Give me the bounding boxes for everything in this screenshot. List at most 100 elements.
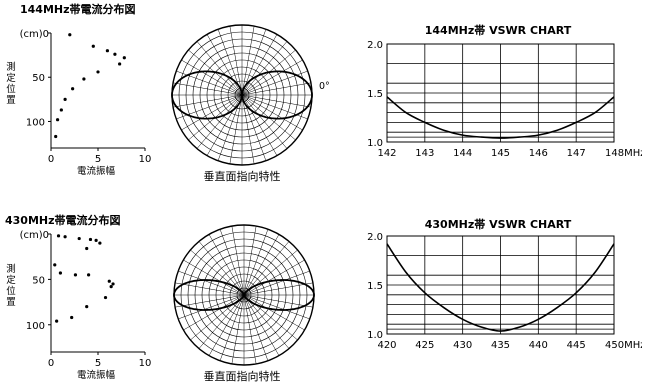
grid-spoke	[241, 26, 255, 96]
grid-spoke	[243, 234, 280, 296]
grid-spoke	[231, 294, 245, 364]
data-point	[105, 49, 109, 53]
x-tick-label: 450MHz	[605, 340, 642, 351]
grid-spoke	[229, 94, 243, 164]
data-point	[103, 295, 108, 300]
y-axis-label-char: 置	[6, 297, 16, 308]
data-point	[118, 62, 122, 66]
x-tick-label: 148MHz	[605, 148, 642, 159]
data-point	[122, 56, 126, 60]
data-point	[73, 273, 78, 277]
x-axis-label: 電流振幅	[77, 369, 116, 381]
data-point	[53, 263, 57, 267]
polar-title: 垂直面指向特性	[204, 369, 281, 383]
y-tick-label: 1.0	[367, 138, 383, 149]
vswr-series-line	[386, 96, 615, 139]
zero-degree-label: 0°	[319, 81, 330, 92]
x-tick-label: 10	[139, 154, 152, 165]
grid-spoke	[229, 26, 243, 96]
vswr-430-chart: 430MHz帯 VSWR CHART 1.0 1.5 2.0 420 425 430 435…	[367, 217, 642, 351]
y-axis-label-char: 測	[6, 61, 16, 73]
data-point	[63, 235, 67, 239]
grid-spoke	[241, 94, 311, 108]
grid-spoke	[181, 59, 243, 96]
x-tick-label: 440	[529, 340, 548, 351]
y-tick-label: 1.5	[367, 89, 383, 100]
grid-spoke	[241, 41, 288, 96]
x-tick-label: 5	[95, 358, 101, 369]
y-tick-label: 100	[26, 321, 45, 332]
chart-title: 144MHz帯 VSWR CHART	[425, 23, 572, 37]
y-tick-label: 100	[26, 117, 45, 128]
grid-spoke	[241, 94, 278, 156]
grid-spoke	[208, 234, 245, 296]
data-point	[88, 237, 93, 242]
grid-spoke	[241, 94, 255, 164]
vertical-pattern-144-chart: 0° 垂直面指向特性	[171, 24, 330, 183]
vswr-series-line	[386, 243, 615, 332]
data-point	[59, 108, 63, 112]
vertical-pattern-430-chart: 垂直面指向特性	[173, 224, 315, 383]
x-tick-label: 147	[567, 148, 586, 159]
x-axis-label: 電流振幅	[77, 165, 116, 177]
data-point	[70, 315, 74, 320]
chart-title: 144MHz帯電流分布図	[20, 2, 136, 16]
grid-spoke	[241, 94, 303, 131]
grid-spoke	[178, 270, 245, 296]
grid-spoke	[243, 241, 290, 296]
data-point	[55, 118, 60, 122]
x-tick-label: 144	[453, 148, 472, 159]
y-axis-label-char: 定	[6, 72, 16, 84]
grid-spoke	[241, 59, 303, 96]
grid-spoke	[219, 229, 245, 296]
y-axis-label-char: 置	[6, 95, 16, 106]
grid-spoke	[243, 229, 269, 296]
data-point	[113, 52, 117, 56]
y-tick-label: 1.0	[367, 330, 383, 341]
grid-spoke	[175, 294, 245, 308]
grid-spoke	[243, 294, 290, 349]
data-point	[71, 87, 75, 91]
grid-spoke	[243, 294, 310, 320]
y-tick-label: 2.0	[367, 232, 383, 243]
grid-spoke	[219, 294, 245, 361]
x-tick-label: 0	[48, 358, 54, 369]
grid-spoke	[173, 94, 243, 108]
x-tick-label: 420	[377, 340, 396, 351]
data-point	[87, 273, 91, 277]
data-point	[111, 282, 115, 286]
grid-spoke	[241, 82, 311, 96]
grid-spoke	[243, 294, 305, 331]
x-tick-label: 143	[415, 148, 434, 159]
data-point	[56, 234, 61, 238]
x-tick-label: 10	[139, 358, 152, 369]
grid-spoke	[175, 282, 245, 296]
data-point	[85, 246, 89, 251]
grid-spoke	[198, 241, 245, 296]
grid-spoke	[196, 41, 243, 96]
data-point	[55, 319, 59, 323]
grid-spoke	[198, 294, 245, 349]
grid-spoke	[243, 259, 305, 296]
y-tick-label: (cm)0	[20, 29, 49, 40]
vswr-144-chart: 144MHz帯 VSWR CHART 1.0 1.5 2.0 142 143 144 145…	[367, 23, 642, 159]
grid-spoke	[183, 294, 245, 331]
grid-spoke	[173, 82, 243, 96]
data-point	[96, 70, 100, 74]
grid-spoke	[243, 226, 257, 296]
grid-spoke	[243, 294, 269, 361]
data-point	[94, 238, 98, 242]
y-tick-label: 2.0	[367, 40, 383, 51]
grid-spoke	[241, 34, 278, 96]
y-tick-label: 50	[32, 275, 45, 286]
grid-spoke	[243, 294, 280, 356]
data-point	[109, 285, 113, 289]
grid-spoke	[231, 226, 245, 296]
data-point	[107, 279, 111, 283]
x-tick-label: 425	[415, 340, 434, 351]
grid-spoke	[196, 94, 243, 149]
x-tick-label: 430	[453, 340, 472, 351]
data-point	[91, 44, 95, 48]
